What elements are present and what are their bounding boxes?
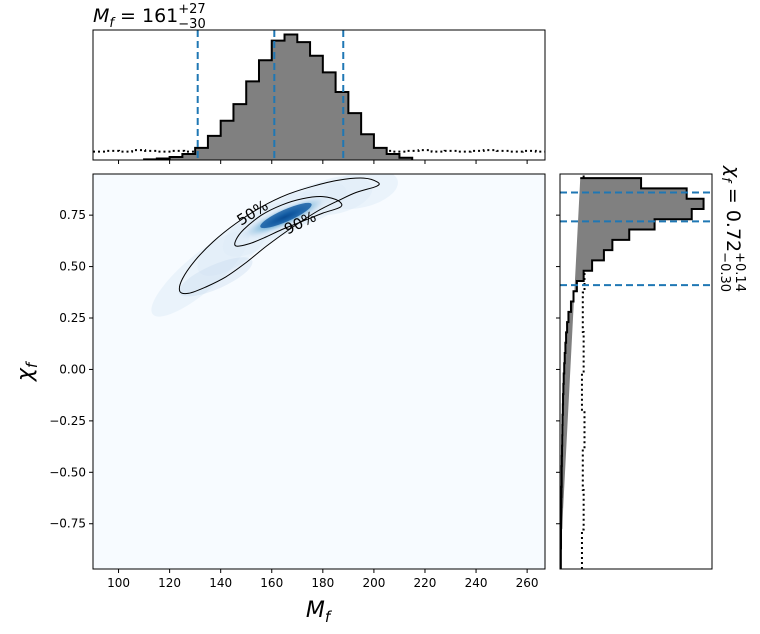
marginal-x-title-sub: f (109, 16, 116, 31)
y-tick-label: −0.25 (49, 414, 86, 428)
marginal-y-bars (560, 178, 704, 569)
x-axis-label: Mf (306, 598, 333, 626)
marginal-y-title-value: 0.72 (722, 210, 744, 252)
y-tick-label: −0.50 (49, 465, 86, 479)
x-tick-label: 100 (107, 576, 130, 590)
joint-x-axis: 100 120 140 160 180 200 220 240 260 (107, 569, 539, 590)
y-axis-label-main: χ (13, 367, 38, 382)
joint-panel: 50% 90% 100 120 140 160 180 200 220 240 260 −0.75… (13, 173, 546, 626)
marginal-x-title-plus: +27 (178, 2, 205, 17)
y-tick-label: 0.75 (59, 208, 86, 222)
marginal-y-step (560, 177, 705, 569)
density-tail (178, 257, 253, 297)
joint-frame (92, 173, 546, 570)
x-tick-label: 120 (158, 576, 181, 590)
x-tick-label: 260 (516, 576, 539, 590)
x-axis-label-sub: f (325, 608, 333, 626)
marginal-x-title-eq: = (114, 5, 142, 27)
marginal-y-title-main: χ (722, 165, 744, 178)
x-tick-label: 240 (465, 576, 488, 590)
marginal-x-ticks (118, 160, 528, 164)
marginal-x-histogram (143, 33, 414, 160)
marginal-y-title-plus: +0.14 (732, 252, 747, 292)
marginal-x-step (143, 33, 414, 160)
marginal-y-histogram (560, 177, 705, 569)
marginal-y-frame (559, 173, 713, 570)
marginal-x-title-main: M (93, 5, 109, 27)
marginal-y-prior-line (580, 174, 586, 569)
y-tick-label: 0.50 (59, 260, 86, 274)
x-tick-label: 200 (362, 576, 385, 590)
marginal-x-title-value: 161 (142, 5, 178, 27)
marginal-y-prior (580, 174, 586, 569)
joint-contours-layer (178, 177, 380, 295)
marginal-y-title: χf = 0.72+0.14−0.30 (717, 165, 747, 292)
marginal-y-title-eq: = (722, 182, 744, 210)
y-tick-label: 0.25 (59, 311, 86, 325)
x-tick-label: 160 (260, 576, 283, 590)
contour-90pct (178, 177, 380, 295)
joint-density-layer (151, 174, 398, 317)
y-axis-label-sub: f (23, 360, 41, 368)
marginal-y-ticks (556, 214, 560, 525)
density-peak (260, 202, 312, 229)
x-tick-label: 180 (311, 576, 334, 590)
x-axis-label-main: M (306, 598, 325, 623)
joint-background (93, 174, 545, 569)
marginal-x-frame (92, 29, 546, 161)
contour-50pct (234, 196, 343, 247)
y-axis-label: χf (13, 360, 41, 382)
y-tick-label: 0.00 (59, 362, 86, 376)
y-tick-label: −0.75 (49, 517, 86, 531)
x-tick-label: 140 (209, 576, 232, 590)
marginal-y-panel: χf = 0.72+0.14−0.30 (556, 165, 747, 570)
marginal-x-panel: Mf = 161+27 −30 (92, 2, 546, 164)
marginal-x-title: Mf = 161+27 −30 (93, 2, 206, 32)
marginal-y-title-sub: f (718, 177, 733, 184)
marginal-x-title-minus: −30 (178, 17, 205, 32)
marginal-y-quantiles (560, 191, 712, 287)
marginal-x-bars (144, 34, 413, 160)
marginal-y-title-minus: −0.30 (717, 252, 732, 292)
joint-y-axis: −0.75 −0.50 −0.25 0.00 0.25 0.50 0.75 (49, 208, 93, 531)
x-tick-label: 220 (414, 576, 437, 590)
